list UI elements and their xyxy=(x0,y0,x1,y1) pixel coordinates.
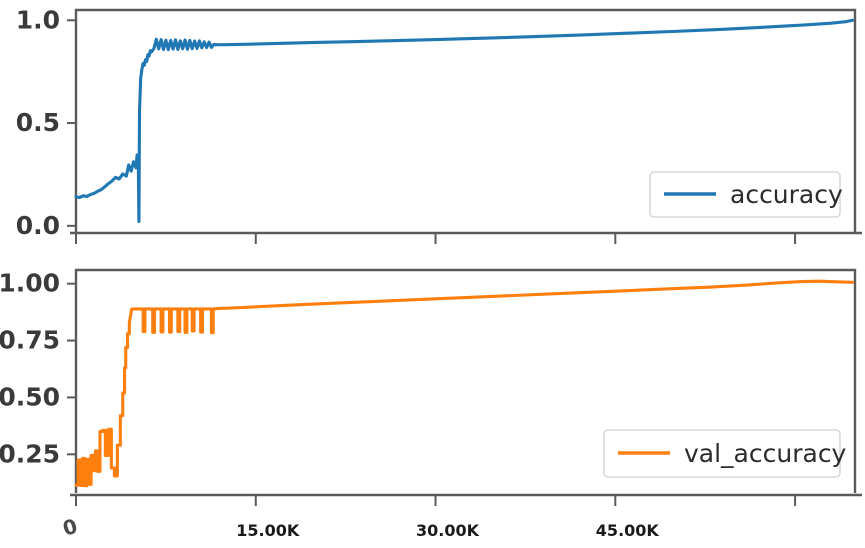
x-tick-label: 15.00K xyxy=(236,521,300,540)
x-tick-label: 0 xyxy=(60,514,80,541)
val-accuracy-legend[interactable]: val_accuracy xyxy=(603,429,847,478)
panel-val-accuracy: 0.25 0.50 0.75 1.00 val_accuracy xyxy=(0,268,857,493)
y-tick-label: 0.75 xyxy=(0,326,60,355)
accuracy-legend[interactable]: accuracy xyxy=(649,171,843,218)
val-accuracy-x-axis: 0 15.00K 30.00K 45.00K xyxy=(60,493,862,541)
x-axis-tick-labels: 0 15.00K 30.00K 45.00K xyxy=(60,514,659,541)
x-tick-label: 45.00K xyxy=(596,521,660,540)
accuracy-legend-label: accuracy xyxy=(730,180,843,209)
val-accuracy-legend-label: val_accuracy xyxy=(684,439,847,468)
accuracy-y-axis-ticks: 0.0 0.5 1.0 xyxy=(16,5,76,240)
y-tick-label: 0.25 xyxy=(0,439,60,468)
accuracy-legend-box xyxy=(649,171,841,218)
accuracy-axes-spines xyxy=(74,8,857,232)
accuracy-x-axis xyxy=(70,231,862,244)
val-accuracy-line-series xyxy=(74,279,855,488)
val-accuracy-legend-box xyxy=(603,429,841,478)
y-tick-label: 0.0 xyxy=(16,211,60,240)
y-tick-label: 0.50 xyxy=(0,382,60,411)
y-tick-label: 0.5 xyxy=(16,108,60,137)
accuracy-x-axis-ticks xyxy=(75,233,797,244)
val-accuracy-x-axis-ticks xyxy=(75,495,797,506)
val-accuracy-y-axis-ticks: 0.25 0.50 0.75 1.00 xyxy=(0,269,76,468)
val-accuracy-axes-spines xyxy=(74,268,857,493)
x-tick-label: 30.00K xyxy=(416,521,480,540)
y-tick-label: 1.00 xyxy=(0,269,60,298)
y-tick-label: 1.0 xyxy=(16,5,60,34)
panel-accuracy: 0.0 0.5 1.0 accuracy xyxy=(16,5,857,240)
accuracy-line-series xyxy=(74,18,855,224)
